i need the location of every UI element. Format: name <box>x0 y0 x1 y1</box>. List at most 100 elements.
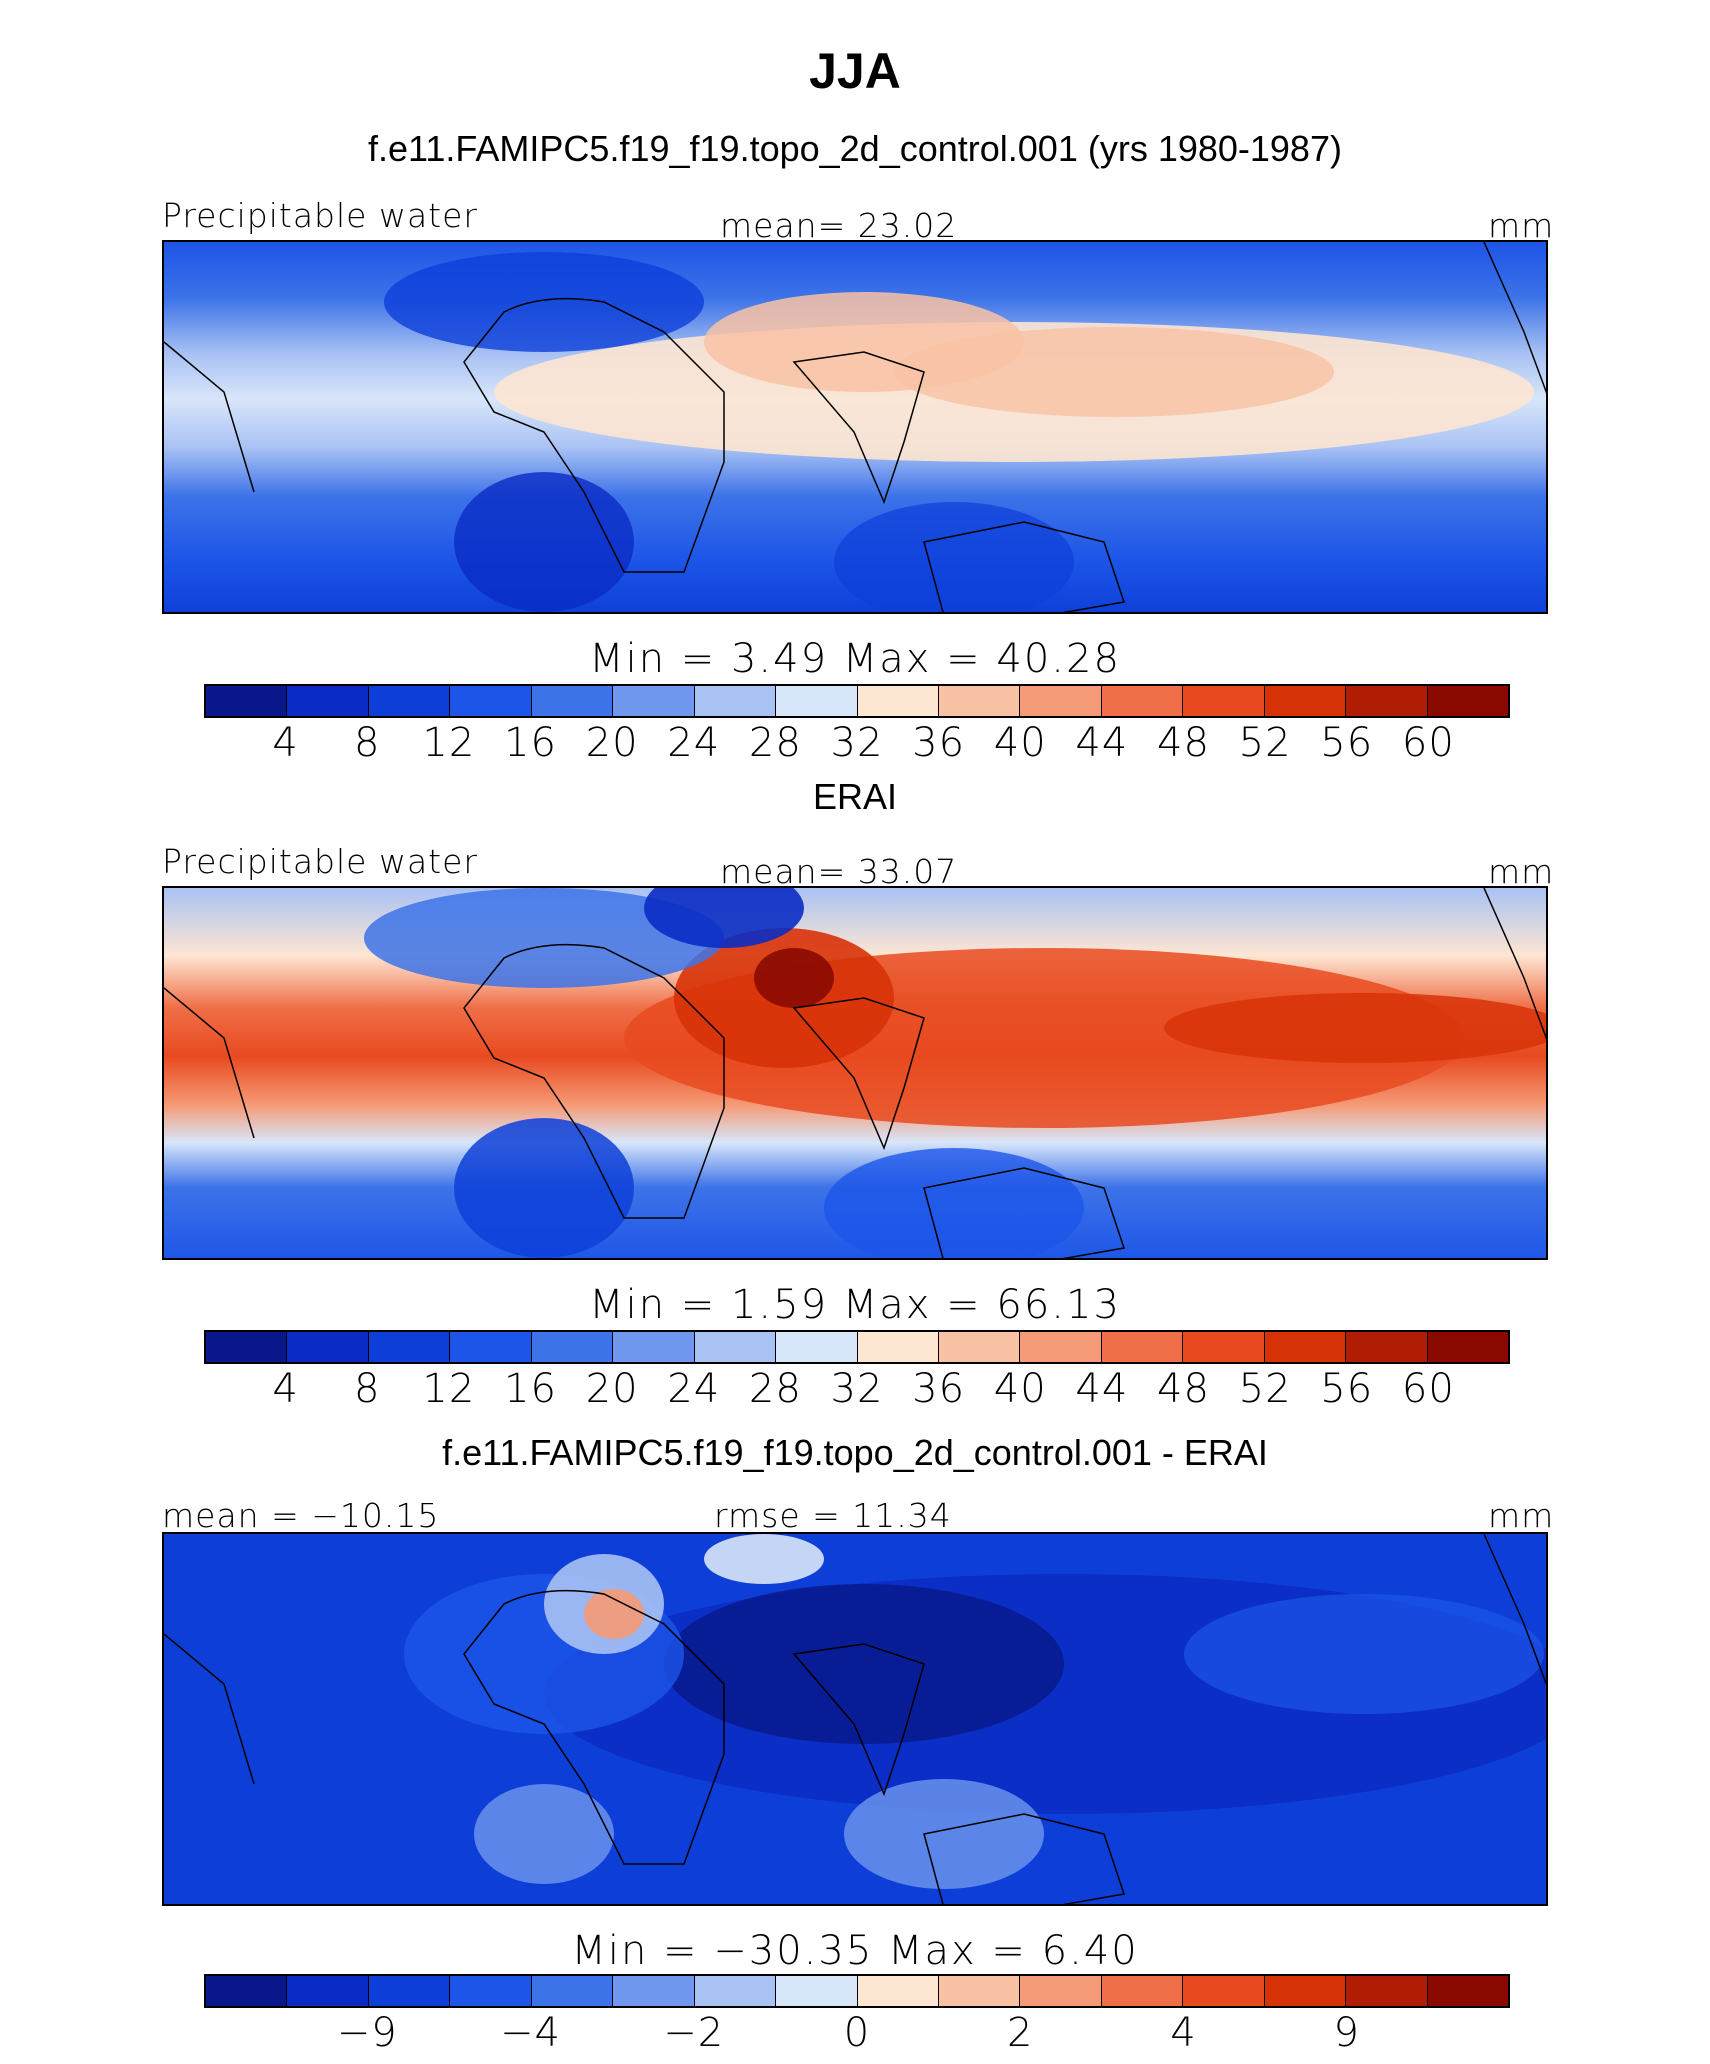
colorbar-segment <box>450 686 532 716</box>
colorbar-tick-label: 28 <box>748 1366 802 1412</box>
colorbar-tick-label: 56 <box>1320 720 1374 766</box>
colorbar-tick-label: 2 <box>1007 2010 1034 2056</box>
colorbar-segment <box>613 686 695 716</box>
colorbar-tick-label: 60 <box>1401 1366 1455 1412</box>
panel2-units-label: mm <box>1488 852 1555 891</box>
panel2-variable-label: Precipitable water <box>162 842 478 881</box>
colorbar-segment <box>1020 686 1102 716</box>
colorbar-tick-label: 8 <box>354 720 381 766</box>
panel1-colorbar <box>204 684 1510 718</box>
colorbar-segment <box>531 1332 614 1362</box>
panel1-map-field <box>164 242 1546 612</box>
panel1-minmax: Min = 3.49 Max = 40.28 <box>589 636 1121 682</box>
panel3-title: f.e11.FAMIPC5.f19_f19.topo_2d_control.00… <box>442 1432 1268 1473</box>
panel2-title: ERAI <box>812 776 898 817</box>
colorbar-segment <box>450 1332 532 1362</box>
panel1-title: f.e11.FAMIPC5.f19_f19.topo_2d_control.00… <box>368 128 1342 169</box>
colorbar-tick-label: 44 <box>1075 1366 1129 1412</box>
colorbar-segment <box>776 686 858 716</box>
colorbar-tick-label: −2 <box>663 2010 725 2056</box>
panel2-map <box>162 886 1548 1260</box>
colorbar-tick-label: 52 <box>1238 1366 1292 1412</box>
panel1-map <box>162 240 1548 614</box>
colorbar-segment <box>694 1332 777 1362</box>
colorbar-segment <box>206 1976 288 2006</box>
colorbar-tick-label: 20 <box>585 1366 639 1412</box>
colorbar-segment <box>1427 1332 1508 1362</box>
figure-title: JJA <box>809 43 901 99</box>
colorbar-segment <box>776 1332 858 1362</box>
colorbar-segment <box>857 1332 939 1362</box>
colorbar-segment <box>1020 1976 1102 2006</box>
colorbar-segment <box>613 1976 695 2006</box>
colorbar-tick-label: 48 <box>1157 1366 1210 1412</box>
colorbar-tick-label: 4 <box>272 1366 299 1412</box>
colorbar-segment <box>694 1976 777 2006</box>
colorbar-tick-label: 36 <box>912 720 966 766</box>
colorbar-segment <box>1101 1332 1184 1362</box>
colorbar-tick-label: 16 <box>504 1366 557 1412</box>
colorbar-tick-label: 32 <box>830 720 884 766</box>
colorbar-tick-label: 8 <box>354 1366 381 1412</box>
colorbar-segment <box>531 1976 614 2006</box>
colorbar-segment <box>368 1332 451 1362</box>
colorbar-segment <box>287 686 369 716</box>
panel2-mean-label: mean= 33.07 <box>720 852 958 891</box>
colorbar-tick-label: −9 <box>336 2010 398 2056</box>
panel2-colorbar <box>204 1330 1510 1364</box>
panel3-minmax: Min = −30.35 Max = 6.40 <box>571 1928 1139 1974</box>
colorbar-segment <box>287 1976 369 2006</box>
colorbar-tick-label: 24 <box>667 720 721 766</box>
panel3-colorbar <box>204 1974 1510 2008</box>
colorbar-segment <box>368 686 451 716</box>
colorbar-tick-label: 60 <box>1401 720 1455 766</box>
colorbar-segment <box>206 686 288 716</box>
colorbar-segment <box>1020 1332 1102 1362</box>
colorbar-segment <box>938 1332 1021 1362</box>
colorbar-segment <box>368 1976 451 2006</box>
panel3-map-field <box>164 1534 1546 1904</box>
colorbar-segment <box>1264 686 1347 716</box>
colorbar-tick-label: 20 <box>585 720 639 766</box>
colorbar-segment <box>1101 1976 1184 2006</box>
colorbar-tick-label: 40 <box>993 720 1047 766</box>
panel3-mean-label: mean = −10.15 <box>162 1496 440 1535</box>
colorbar-tick-label: 28 <box>748 720 802 766</box>
colorbar-tick-label: 4 <box>1170 2010 1197 2056</box>
colorbar-tick-label: 4 <box>272 720 299 766</box>
colorbar-tick-label: 24 <box>667 1366 721 1412</box>
colorbar-segment <box>857 1976 939 2006</box>
colorbar-tick-label: 48 <box>1157 720 1210 766</box>
panel1-colorbar-ticks: 4 8 12 16 20 24 28 32 36 40 44 48 52 56 60 <box>204 720 1510 766</box>
colorbar-segment <box>857 686 939 716</box>
colorbar-segment <box>531 686 614 716</box>
panel2-minmax: Min = 1.59 Max = 66.13 <box>589 1282 1121 1328</box>
panel1-mean-label: mean= 23.02 <box>720 206 958 245</box>
colorbar-segment <box>287 1332 369 1362</box>
colorbar-segment <box>1427 686 1508 716</box>
colorbar-segment <box>1346 1332 1428 1362</box>
panel3-colorbar-ticks: −9 −4 −2 0 2 4 9 <box>204 2010 1510 2056</box>
colorbar-segment <box>1264 1976 1347 2006</box>
colorbar-segment <box>1183 686 1265 716</box>
colorbar-segment <box>1183 1332 1265 1362</box>
panel3-rmse-label: rmse = 11.34 <box>714 1496 952 1535</box>
panel1-variable-label: Precipitable water <box>162 196 478 235</box>
colorbar-tick-label: 56 <box>1320 1366 1374 1412</box>
colorbar-segment <box>694 686 777 716</box>
panel2-map-field <box>164 888 1546 1258</box>
colorbar-segment <box>1101 686 1184 716</box>
colorbar-tick-label: −4 <box>500 2010 561 2056</box>
colorbar-tick-label: 44 <box>1075 720 1129 766</box>
colorbar-tick-label: 9 <box>1333 2010 1360 2056</box>
panel1-units-label: mm <box>1488 206 1555 245</box>
colorbar-tick-label: 0 <box>843 2010 871 2056</box>
colorbar-segment <box>1427 1976 1508 2006</box>
panel3-map <box>162 1532 1548 1906</box>
colorbar-tick-label: 52 <box>1238 720 1292 766</box>
colorbar-tick-label: 36 <box>912 1366 966 1412</box>
colorbar-segment <box>938 686 1021 716</box>
colorbar-segment <box>938 1976 1021 2006</box>
colorbar-segment <box>1346 686 1428 716</box>
panel2-colorbar-ticks: 4 8 12 16 20 24 28 32 36 40 44 48 52 56 60 <box>204 1366 1510 1412</box>
